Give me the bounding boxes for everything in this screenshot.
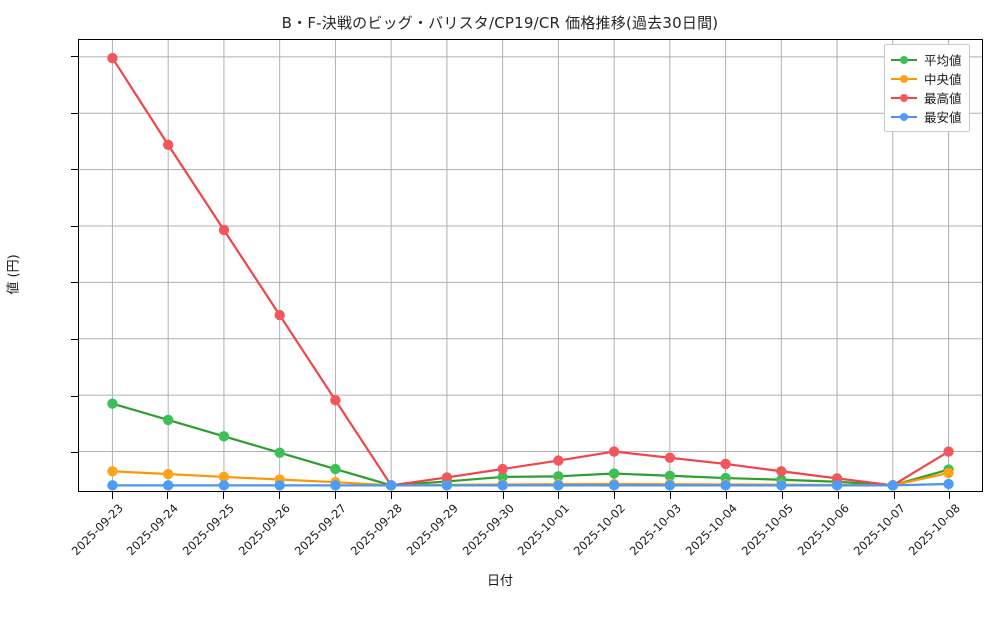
x-tick-mark [949,492,951,499]
x-tick-mark [390,492,392,499]
y-tick-mark [71,112,78,114]
data-point-marker [720,480,731,491]
data-point-marker [162,468,174,480]
legend-item-label: 平均値 [924,53,962,68]
y-tick-mark [71,169,78,171]
data-point-marker [553,455,564,466]
data-point-marker [608,480,620,491]
data-point-marker [497,471,508,483]
data-point-marker [831,480,843,491]
x-tick-mark [893,492,895,499]
y-axis-label: 値 (円) [6,254,22,295]
x-tick-mark [167,492,169,499]
data-point-marker [218,480,230,491]
data-point-marker [162,139,174,151]
data-point-marker [274,309,285,321]
legend-marker-icon [891,73,917,85]
legend-item[interactable]: 最高値 [891,88,962,107]
data-point-marker [330,463,341,475]
data-point-marker [720,458,731,470]
x-tick-mark [558,492,560,499]
data-point-marker [441,472,453,483]
data-point-marker [107,480,118,491]
data-point-marker [497,480,508,491]
y-axis-ticks: 5001000150020002500300035004000 [71,55,78,454]
data-point-marker [497,463,508,475]
data-point-marker [608,468,620,479]
data-point-marker [107,398,118,409]
x-tick-mark [502,492,504,499]
data-point-marker [608,446,620,457]
x-tick-mark [279,492,281,499]
y-tick-mark [71,55,78,57]
data-point-marker [776,466,787,477]
price-history-chart-figure: B・F-決戦のビッグ・バリスタ/CP19/CR 価格推移(過去30日間) 500… [6,14,983,589]
x-tick-mark [223,492,225,499]
data-point-marker [385,480,397,491]
x-tick-mark [781,492,783,499]
legend-marker-icon [891,54,917,66]
legend-item-label: 最安値 [924,110,962,125]
data-point-marker [664,480,676,491]
x-tick-mark [111,492,113,499]
data-point-marker [274,480,285,491]
data-point-marker [218,431,230,442]
y-tick-mark [71,282,78,284]
data-point-marker [441,480,453,491]
x-tick-mark [670,492,672,499]
data-point-marker [107,466,118,477]
legend-item[interactable]: 中央値 [891,69,962,88]
data-point-marker [943,467,954,479]
data-point-marker [162,480,174,491]
y-tick-mark [71,452,78,454]
data-point-marker [943,478,954,490]
plot-area [78,39,983,492]
data-series-layer [107,52,954,491]
series-line [111,402,950,487]
data-point-marker [664,452,676,463]
x-tick-mark [726,492,728,499]
chart-legend: 平均値中央値最高値最安値 [884,44,970,132]
data-point-marker [664,470,676,481]
data-point-marker [274,447,285,458]
legend-marker-icon [891,92,917,104]
data-point-marker [553,471,564,482]
x-tick-mark [446,492,448,499]
data-point-marker [162,414,174,426]
data-point-marker [943,446,954,457]
x-tick-mark [614,492,616,499]
data-point-marker [330,480,341,491]
x-axis-label: 日付 [486,574,513,589]
y-tick-mark [71,339,78,341]
series-line [111,482,950,487]
data-point-marker [887,480,899,491]
grid-lines [79,40,982,491]
data-point-marker [776,480,787,491]
legend-item-label: 中央値 [924,72,962,87]
data-point-marker [553,480,564,491]
chart-title: B・F-決戦のビッグ・バリスタ/CP19/CR 価格推移(過去30日間) [281,14,719,32]
y-tick-mark [71,395,78,397]
data-point-marker [218,471,230,483]
x-tick-mark [334,492,336,499]
legend-marker-icon [891,111,917,123]
series-line [111,56,950,487]
legend-item[interactable]: 最安値 [891,107,962,126]
data-point-marker [107,52,118,64]
y-tick-mark [71,225,78,227]
data-point-marker [330,395,341,406]
x-tick-mark [837,492,839,499]
data-point-marker [218,224,230,236]
legend-item[interactable]: 平均値 [891,50,962,69]
legend-item-label: 最高値 [924,91,962,106]
